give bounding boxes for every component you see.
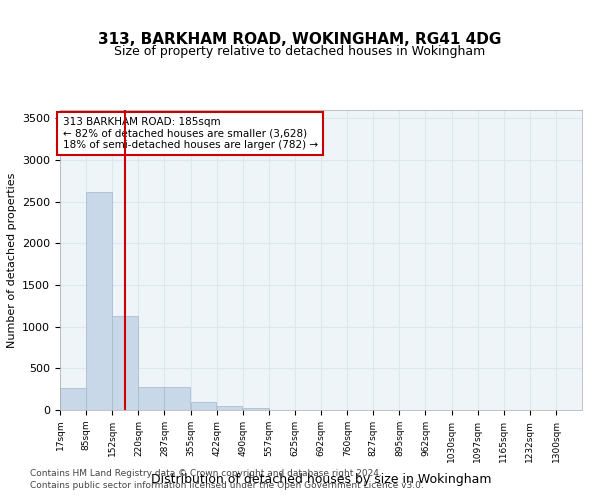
Bar [139,386,164,410]
Text: 313 BARKHAM ROAD: 185sqm
← 82% of detached houses are smaller (3,628)
18% of sem: 313 BARKHAM ROAD: 185sqm ← 82% of detach… [63,117,318,150]
Y-axis label: Number of detached properties: Number of detached properties [7,172,17,348]
Bar [164,386,190,410]
Bar [243,408,269,410]
Bar [86,192,112,410]
Bar [191,402,217,410]
Text: Contains public sector information licensed under the Open Government Licence v3: Contains public sector information licen… [30,481,424,490]
Text: Size of property relative to detached houses in Wokingham: Size of property relative to detached ho… [115,45,485,58]
Bar [112,316,138,410]
X-axis label: Distribution of detached houses by size in Wokingham: Distribution of detached houses by size … [151,473,491,486]
Bar [60,388,86,410]
Text: Contains HM Land Registry data © Crown copyright and database right 2024.: Contains HM Land Registry data © Crown c… [30,468,382,477]
Bar [217,406,242,410]
Text: 313, BARKHAM ROAD, WOKINGHAM, RG41 4DG: 313, BARKHAM ROAD, WOKINGHAM, RG41 4DG [98,32,502,48]
